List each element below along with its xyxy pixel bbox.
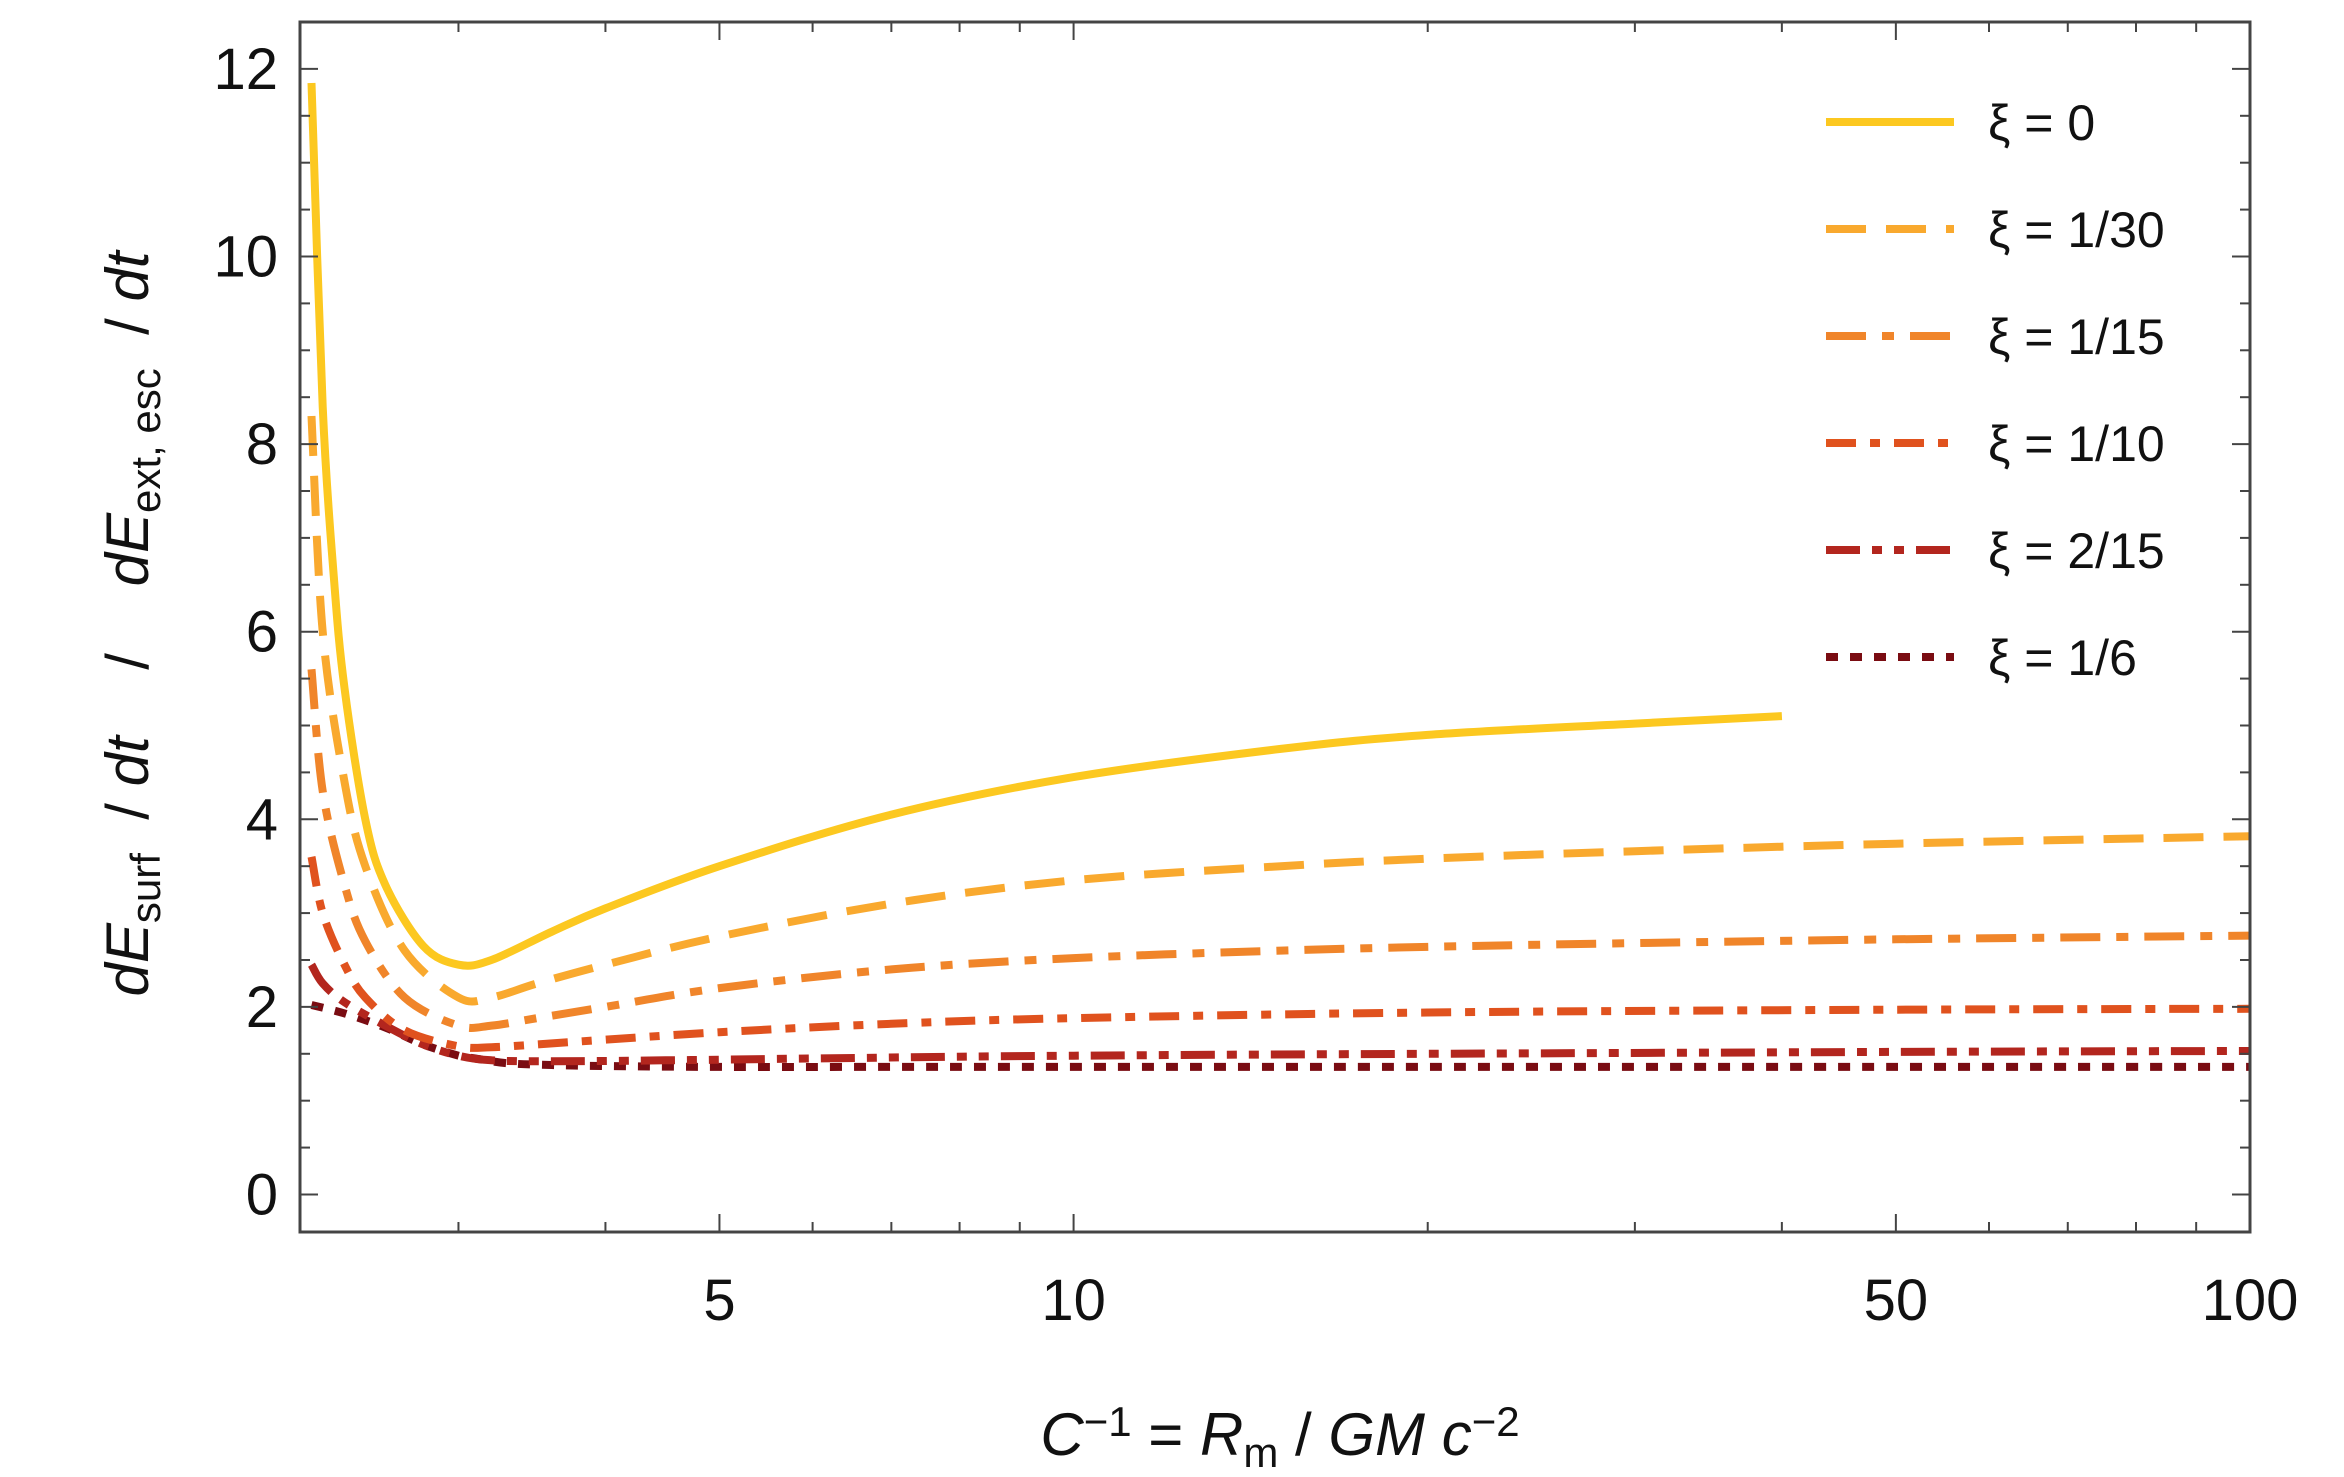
legend-label: ξ = 1/6 [1988, 630, 2137, 686]
series-line-4 [307, 415, 2251, 1006]
x-tick-label: 50 [1864, 1268, 1929, 1333]
series-line-5 [307, 82, 1783, 970]
legend-label: ξ = 1/30 [1988, 202, 2165, 258]
y-tick-label: 4 [246, 787, 278, 852]
y-tick-label: 2 [246, 975, 278, 1040]
frame-layer [298, 20, 2252, 1234]
y-tick-label: 8 [246, 412, 278, 477]
y-axis-title: dEsurf / dt / dEext, esc / dt [94, 249, 169, 996]
y-tick-label: 6 [246, 600, 278, 665]
series-line-2 [307, 856, 2251, 1052]
tick-layer: 5 10 50 100 0 2 4 6 8 10 12 [213, 22, 2298, 1333]
x-tick-label: 10 [1041, 1268, 1106, 1333]
plot-frame [298, 20, 2252, 1234]
series-line-1 [308, 962, 2251, 1066]
legend-label: ξ = 2/15 [1988, 523, 2165, 579]
series-line-3 [307, 668, 2251, 1033]
y-tick-label: 10 [213, 224, 278, 289]
legend-label: ξ = 1/10 [1988, 416, 2165, 472]
legend-label: ξ = 0 [1988, 95, 2095, 151]
x-tick-label: 5 [703, 1268, 735, 1333]
y-tick-label: 0 [246, 1162, 278, 1227]
x-axis-title: C−1 = Rm / GM c−2 [1040, 1398, 1519, 1476]
x-tick-label: 100 [2202, 1268, 2299, 1333]
y-tick-label: 12 [213, 37, 278, 102]
series-layer [307, 82, 2251, 1071]
legend: ξ = 0 ξ = 1/30 ξ = 1/15 ξ = 1/10 ξ = 2/15 ξ =… [1826, 95, 2165, 686]
legend-label: ξ = 1/15 [1988, 309, 2165, 365]
